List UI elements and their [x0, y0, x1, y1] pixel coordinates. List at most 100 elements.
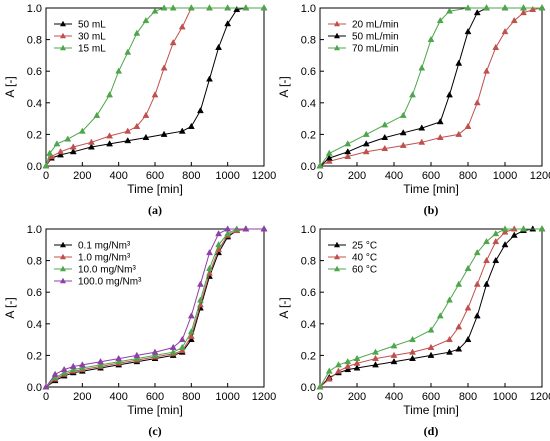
data-point — [196, 296, 204, 303]
data-point — [187, 332, 195, 339]
x-tick-label: 1200 — [530, 170, 550, 182]
data-point — [97, 358, 104, 365]
series-line — [319, 7, 543, 167]
data-point — [381, 133, 389, 141]
y-tick-label: 0.4 — [301, 319, 316, 331]
x-tick-label: 0 — [43, 170, 49, 182]
data-point — [260, 4, 268, 11]
legend-label: 50 mL — [78, 20, 106, 31]
data-point — [151, 351, 159, 358]
y-tick-label: 1.0 — [27, 3, 42, 15]
data-point — [520, 4, 527, 11]
data-point — [115, 358, 123, 365]
data-point — [106, 91, 114, 98]
data-point — [446, 7, 453, 14]
subfigure-label: (a) — [148, 203, 162, 217]
data-point — [473, 99, 481, 106]
data-point — [436, 312, 444, 319]
data-point — [224, 20, 232, 27]
data-point — [160, 64, 168, 71]
y-tick-label: 0.4 — [27, 98, 42, 110]
x-axis-title: Time [min] — [127, 403, 183, 417]
data-point — [362, 148, 370, 155]
y-tick-label: 0.6 — [301, 66, 316, 78]
data-point — [483, 67, 490, 74]
x-tick-label: 1200 — [530, 391, 550, 403]
data-point — [483, 280, 490, 287]
data-point — [87, 143, 95, 150]
y-tick-label: 1.0 — [301, 3, 316, 15]
data-point — [501, 241, 509, 248]
legend-marker — [60, 241, 66, 248]
y-tick-label: 0.6 — [301, 287, 316, 299]
data-point — [46, 149, 54, 156]
x-tick-label: 0 — [43, 391, 49, 403]
x-tick-label: 1000 — [493, 391, 517, 403]
data-point — [42, 162, 50, 169]
data-point — [362, 130, 370, 137]
data-point — [133, 122, 141, 129]
y-axis-title: A [-] — [277, 76, 291, 97]
data-point — [316, 383, 324, 390]
data-point — [78, 364, 86, 371]
data-point — [399, 129, 407, 136]
data-point — [60, 365, 68, 373]
data-point — [242, 225, 250, 232]
data-point — [353, 359, 361, 366]
data-point — [78, 127, 86, 134]
data-point — [57, 151, 64, 158]
y-tick-label: 0.8 — [301, 35, 316, 47]
data-point — [362, 140, 370, 147]
y-tick-label: 0.2 — [301, 350, 316, 362]
chart-panel-3: 0 200 400 600 800 1000 1200 0.0 0.2 0.4 0.6 0.8 1.0 T… — [277, 224, 550, 438]
data-point — [51, 370, 59, 377]
data-point — [455, 280, 463, 287]
data-point — [427, 351, 435, 358]
legend-label: 20 mL/min — [352, 20, 399, 31]
data-point — [399, 141, 407, 148]
legend-label: 25 °C — [352, 241, 377, 252]
data-point — [483, 237, 490, 245]
data-point — [169, 4, 177, 11]
y-tick-label: 0.0 — [27, 161, 42, 173]
data-point — [64, 135, 72, 142]
data-point — [233, 5, 241, 13]
x-tick-label: 1200 — [252, 170, 276, 182]
legend-label: 15 mL — [78, 44, 106, 55]
data-point — [409, 354, 416, 362]
data-point — [87, 138, 95, 145]
data-point — [316, 162, 324, 169]
data-point — [344, 365, 352, 373]
data-point — [492, 43, 500, 50]
x-tick-label: 200 — [348, 170, 366, 182]
data-point — [151, 7, 159, 14]
data-point — [464, 264, 472, 271]
data-point — [473, 9, 481, 16]
data-point — [215, 43, 223, 50]
data-point — [124, 137, 132, 144]
data-point — [483, 256, 490, 264]
legend-marker — [334, 44, 340, 51]
data-point — [473, 280, 481, 287]
data-point — [60, 369, 68, 376]
data-point — [436, 133, 444, 141]
data-point — [455, 59, 463, 66]
data-point — [344, 148, 352, 155]
x-tick-label: 600 — [422, 391, 440, 403]
data-point — [344, 152, 352, 159]
data-point — [69, 365, 77, 373]
y-tick-label: 0.6 — [27, 66, 42, 78]
data-point — [206, 75, 213, 82]
data-point — [224, 225, 232, 232]
data-point — [178, 335, 186, 343]
data-point — [69, 143, 77, 150]
legend-marker — [60, 44, 66, 51]
y-tick-label: 0.4 — [27, 319, 42, 331]
data-point — [115, 354, 123, 362]
data-point — [501, 228, 509, 235]
data-point — [455, 345, 463, 352]
y-tick-label: 0.8 — [27, 256, 42, 268]
data-point — [464, 304, 472, 311]
data-point — [133, 351, 141, 358]
data-point — [399, 111, 407, 118]
